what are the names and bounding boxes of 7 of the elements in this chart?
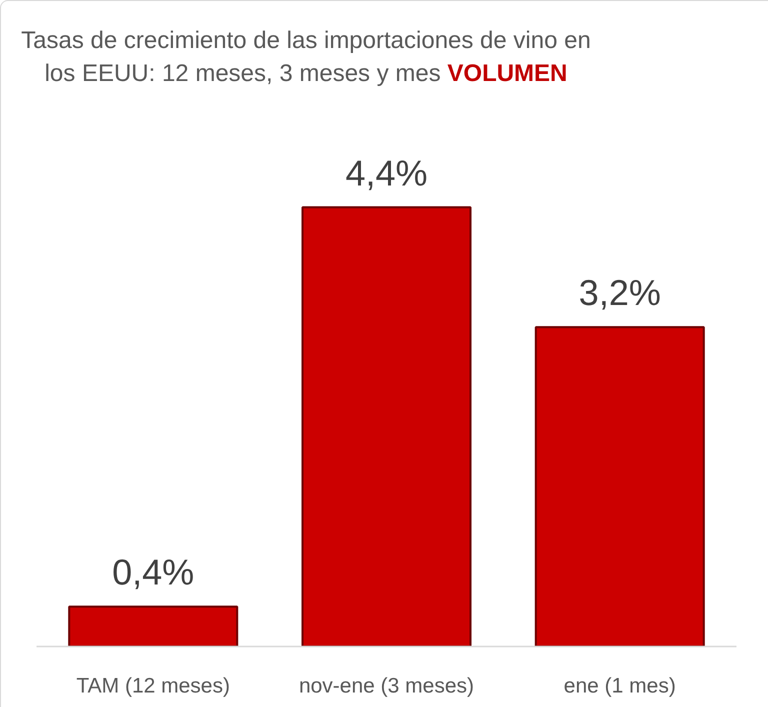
data-label: 4,4%	[345, 152, 428, 194]
data-label: 3,2%	[578, 272, 661, 314]
x-tick-label: nov-ene (3 meses)	[298, 674, 474, 698]
chart-title: Tasas de crecimiento de las importaciones de vino en los EEUU: 12 meses, 3 meses y mes VOLUMEN	[20, 26, 592, 89]
data-label: 0,4%	[112, 552, 194, 593]
x-tick-label: TAM (12 meses)	[76, 674, 230, 698]
x-tick-label: ene (1 mes)	[564, 674, 676, 698]
